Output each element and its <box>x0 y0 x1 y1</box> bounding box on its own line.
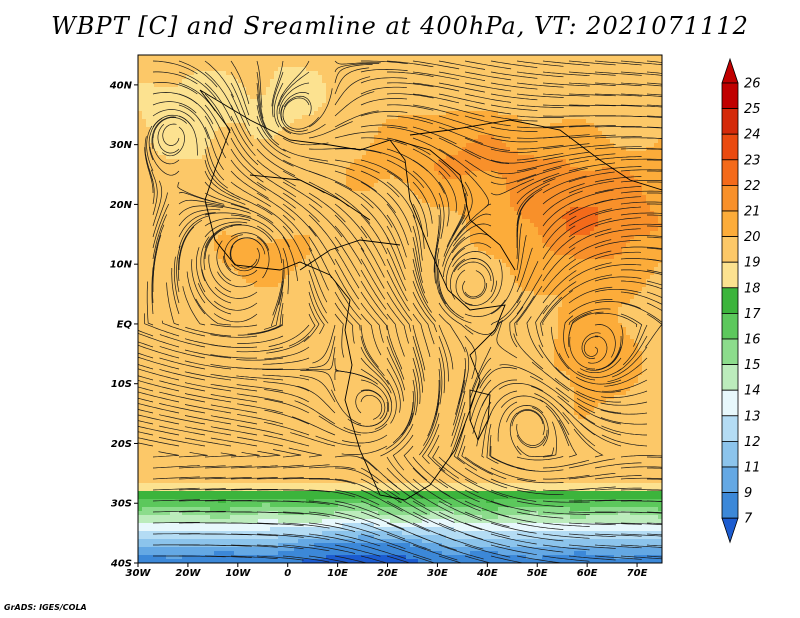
colorbar-label: 7 <box>744 512 753 527</box>
lat-tick-label: 10N <box>110 260 133 271</box>
colorbar-swatch <box>721 440 739 468</box>
map-title: WBPT [C] and Sreamline at 400hPa, VT: 20… <box>51 12 749 40</box>
lat-tick-label: EQ <box>117 319 133 330</box>
lon-tick-label: 40E <box>476 568 498 579</box>
colorbar-swatch <box>721 159 739 186</box>
colorbar-swatch <box>721 389 739 417</box>
lon-tick-label: 60E <box>577 568 598 579</box>
lat-tick-label: 30S <box>111 499 132 510</box>
colorbar-swatch <box>721 338 739 366</box>
lat-tick-label: 30N <box>110 140 133 151</box>
lat-tick-label: 20N <box>110 200 133 211</box>
lat-ticks: 40N 30N 20N 10N EQ 10S 20S 30S 40S <box>109 80 138 570</box>
colorbar-label: 18 <box>744 281 761 296</box>
lon-tick-label: 10W <box>225 568 251 579</box>
streamlines <box>138 60 662 563</box>
colorbar-swatch <box>721 210 739 238</box>
plot-frame <box>137 54 663 564</box>
colorbar-label: 13 <box>744 409 761 424</box>
lon-tick-label: 30E <box>427 568 448 579</box>
colorbar-label: 16 <box>744 333 761 348</box>
lon-tick-label: 10E <box>327 568 348 579</box>
colorbar-swatch <box>721 287 739 314</box>
colorbar-swatch <box>721 236 739 263</box>
coastlines <box>199 89 662 501</box>
colorbar-swatch <box>721 466 739 494</box>
colorbar-label: 19 <box>744 256 761 271</box>
colorbar-swatch <box>721 133 739 161</box>
colorbar-label: 20 <box>744 230 761 245</box>
colorbar-label: 25 <box>744 102 761 117</box>
colorbar-top-arrow <box>721 57 739 84</box>
colorbar-label: 11 <box>744 461 761 476</box>
lat-tick-label: 40S <box>110 559 132 570</box>
colorbar-swatch <box>721 261 739 289</box>
colorbar-label: 24 <box>744 128 761 143</box>
colorbar-swatch <box>721 82 739 110</box>
colorbar-label: 22 <box>744 179 761 194</box>
lon-tick-label: 30W <box>126 568 152 579</box>
colorbar-label: 17 <box>744 307 761 322</box>
colorbar-label: 26 <box>744 77 761 92</box>
lon-tick-label: 70E <box>627 568 648 579</box>
colorbar-swatch <box>721 312 739 340</box>
colorbar-label: 23 <box>744 153 761 168</box>
lon-tick-label: 20W <box>175 568 201 579</box>
colorbar: 26 25 24 23 22 21 20 19 18 17 16 15 14 13 12 11 9 7 <box>721 57 761 544</box>
colorbar-label: 14 <box>744 384 761 399</box>
colorbar-swatch <box>721 364 739 391</box>
lat-tick-label: 40N <box>109 80 133 91</box>
lon-tick-label: 0 <box>284 568 291 579</box>
lat-tick-label: 10S <box>111 379 132 390</box>
lat-tick-label: 20S <box>111 439 132 450</box>
grads-credit: GrADS: IGES/COLA <box>4 603 87 612</box>
colorbar-label: 21 <box>744 205 761 220</box>
lon-tick-label: 50E <box>527 568 548 579</box>
colorbar-swatch <box>721 184 739 212</box>
lon-tick-label: 20E <box>377 568 398 579</box>
colorbar-swatch <box>721 492 739 519</box>
colorbar-label: 12 <box>744 435 761 450</box>
colorbar-label: 15 <box>744 358 761 373</box>
colorbar-swatch <box>721 415 739 442</box>
colorbar-swatch <box>721 108 739 135</box>
colorbar-label: 9 <box>744 486 752 501</box>
lon-ticks: 30W 20W 10W 0 10E 20E 30E 40E 50E 60E 70E <box>126 563 648 579</box>
wbpt-field <box>138 55 662 563</box>
colorbar-bottom-arrow <box>721 517 739 544</box>
